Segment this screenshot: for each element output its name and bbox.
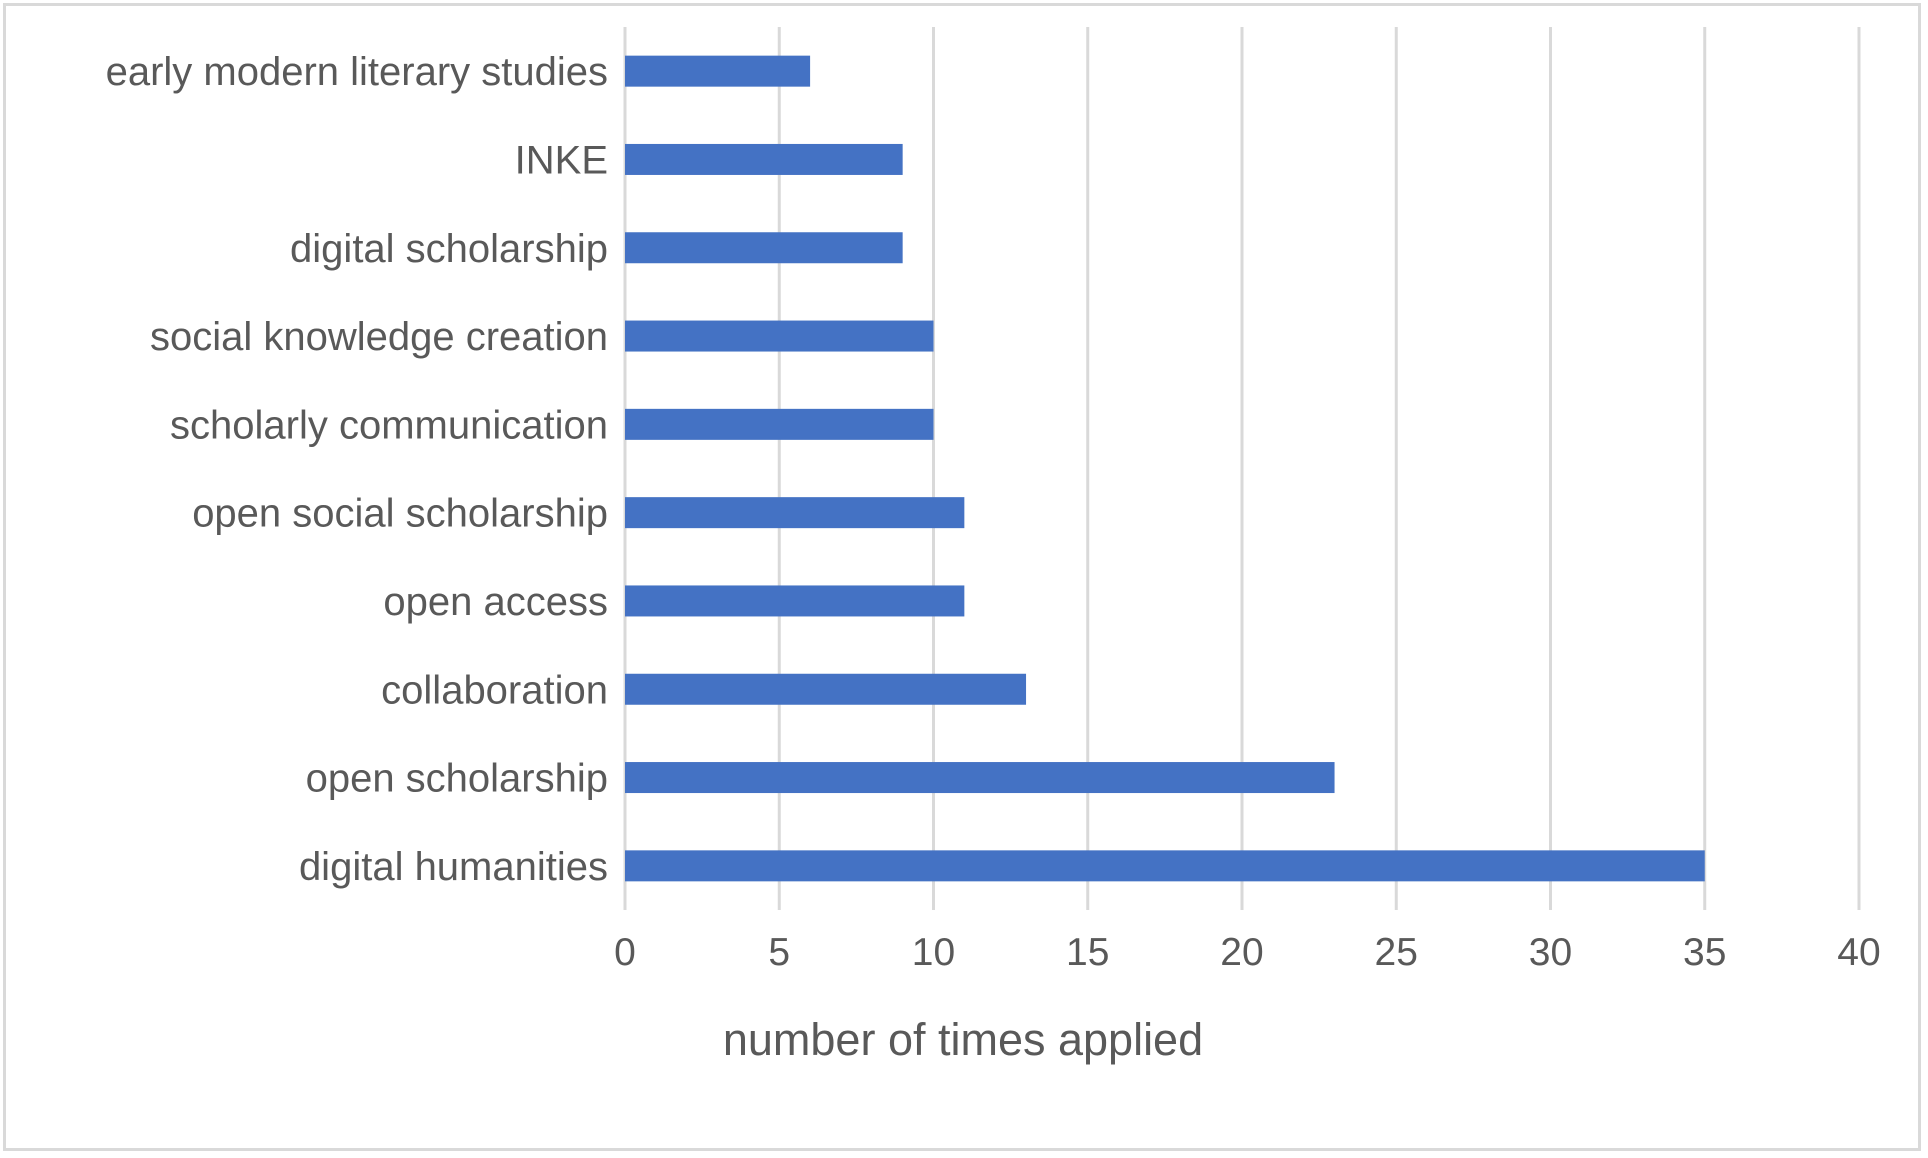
category-label: open social scholarship (192, 492, 608, 536)
x-tick-label: 15 (1066, 931, 1109, 974)
x-tick-labels: 0 5 10 15 20 25 30 35 40 (614, 931, 1881, 974)
category-label: social knowledge creation (150, 315, 608, 359)
category-label: digital humanities (299, 845, 608, 889)
x-axis-title: number of times applied (723, 1014, 1203, 1065)
category-label: collaboration (381, 668, 608, 712)
category-label: open scholarship (306, 757, 608, 801)
category-label: early modern literary studies (106, 50, 608, 94)
bar (625, 762, 1335, 794)
x-tick-label: 5 (768, 931, 790, 974)
x-tick-label: 30 (1529, 931, 1572, 974)
category-label: digital scholarship (290, 227, 608, 271)
category-label: scholarly communication (170, 403, 608, 447)
x-tick-label: 40 (1837, 931, 1880, 974)
bar (625, 850, 1705, 882)
chart-frame (3, 3, 1921, 1151)
category-labels: early modern literary studies INKE digital… (106, 50, 608, 889)
bar (625, 585, 965, 617)
bar (625, 497, 965, 529)
bar (625, 673, 1027, 705)
x-tick-label: 20 (1220, 931, 1263, 974)
bar (625, 143, 903, 175)
bar (625, 55, 811, 87)
bar (625, 320, 934, 352)
category-label: open access (383, 580, 608, 624)
category-label: INKE (515, 138, 608, 182)
x-tick-label: 35 (1683, 931, 1726, 974)
x-tick-label: 10 (912, 931, 955, 974)
x-tick-label: 25 (1375, 931, 1418, 974)
bar (625, 232, 903, 264)
x-tick-label: 0 (614, 931, 636, 974)
bars (625, 55, 1705, 882)
bar (625, 408, 934, 440)
